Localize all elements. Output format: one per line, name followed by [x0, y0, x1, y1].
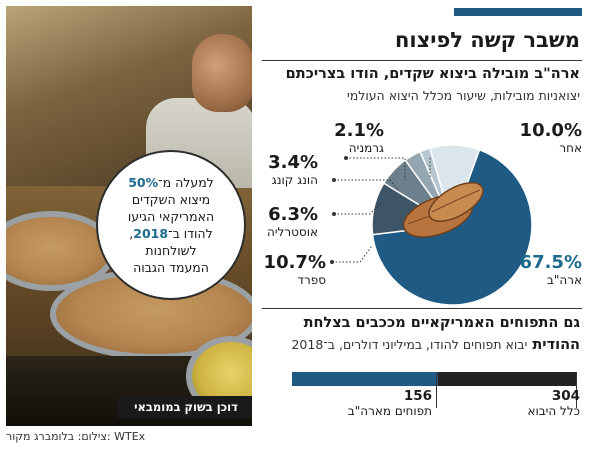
bar-segment-usa [292, 372, 438, 386]
callout-highlight: 50% [128, 175, 159, 190]
pie-slice [429, 144, 481, 228]
callout-line: האמריקאי הגיעו [127, 209, 215, 224]
leader-dot [344, 156, 348, 160]
pie-label-hongkong: 3.4% הונג קונג [268, 152, 318, 187]
pie-chart-subtitle: יצואניות מובילות, שיעור מכלל היצוא העולמ… [346, 88, 580, 103]
pie-label-other: 10.0% אחר [520, 120, 582, 155]
pie-value-spain: 10.7% [263, 252, 326, 273]
title-accent-bar [454, 8, 582, 16]
callout-line: למעלה מ־50% [128, 175, 214, 190]
pie-label-usa: 67.5% ארה"ב [520, 252, 582, 287]
bar-value-total: 304 [551, 388, 580, 404]
pie-chart-title: ארה"ב מובילה ביצוא שקדים, הודו בצריכתם [285, 66, 580, 82]
bar-name-total: כלל היבוא [527, 404, 580, 418]
leader-dot [332, 178, 336, 182]
pie-chart [371, 144, 533, 306]
pie-value-usa: 67.5% [519, 252, 582, 273]
bar-label-total: 304 כלל היבוא [527, 388, 580, 418]
bar-label-usa: 156 תפוחים מארה"ב [348, 388, 432, 418]
photo-person-head [192, 34, 252, 112]
bar-divider-tick [436, 372, 437, 408]
pie-name-germany: גרמניה [348, 141, 384, 155]
bar-chart-subtitle: יבוא תפוחים להודו, במיליוני דולרים, ב־20… [291, 337, 528, 352]
callout-line: לשולחנות [145, 243, 197, 258]
stacked-bar [292, 372, 576, 386]
almond-illustration [402, 181, 484, 238]
page-title: משבר קשה לפיצוח [394, 28, 580, 52]
photo-caption: דוכן בשוק במומבאי [118, 396, 252, 418]
bar-end-tick [576, 372, 577, 408]
pie-value-germany: 2.1% [334, 120, 384, 141]
pie-name-australia: אוסטרליה [267, 225, 318, 239]
bar-chart-heading: גם התפוחים האמריקאיים מככבים בצלחת ההודי… [303, 315, 580, 353]
leader-dot [332, 212, 336, 216]
callout-line: להודו ב־2018, [129, 226, 213, 241]
bar-segment-rest [437, 372, 576, 386]
pie-name-usa: ארה"ב [546, 273, 582, 287]
market-photo: למעלה מ־50% מיצוא השקדים האמריקאי הגיעו … [6, 6, 252, 426]
pie-value-australia: 6.3% [268, 204, 318, 225]
leader-line-australia [334, 201, 383, 215]
leader-line-hongkong [334, 179, 399, 191]
callout-highlight: 2018 [133, 226, 169, 241]
source-credit: צילום: בלומברג מקור: WTEx [6, 430, 146, 443]
photo-callout-circle: למעלה מ־50% מיצוא השקדים האמריקאי הגיעו … [96, 150, 246, 300]
pie-name-spain: ספרד [297, 273, 326, 287]
pie-value-hongkong: 3.4% [268, 152, 318, 173]
leader-line-spain [332, 245, 373, 263]
callout-line: המעמד הגבוה [133, 260, 209, 275]
bar-chart-title: גם התפוחים האמריקאיים מככבים בצלחת ההודי… [270, 312, 580, 356]
leader-line-germany [346, 157, 406, 180]
pie-label-australia: 6.3% אוסטרליה [267, 204, 318, 239]
bar-value-usa: 156 [403, 388, 432, 404]
header-divider [262, 60, 582, 61]
pie-label-spain: 10.7% ספרד [264, 252, 326, 287]
leader-dot [330, 260, 334, 264]
pie-value-other: 10.0% [519, 120, 582, 141]
section-divider [262, 308, 582, 309]
callout-line: מיצוא השקדים [131, 192, 211, 207]
pie-label-germany: 2.1% גרמניה [334, 120, 384, 155]
pie-name-hongkong: הונג קונג [271, 173, 318, 187]
bar-name-usa: תפוחים מארה"ב [347, 404, 432, 418]
pie-name-other: אחר [559, 141, 582, 155]
